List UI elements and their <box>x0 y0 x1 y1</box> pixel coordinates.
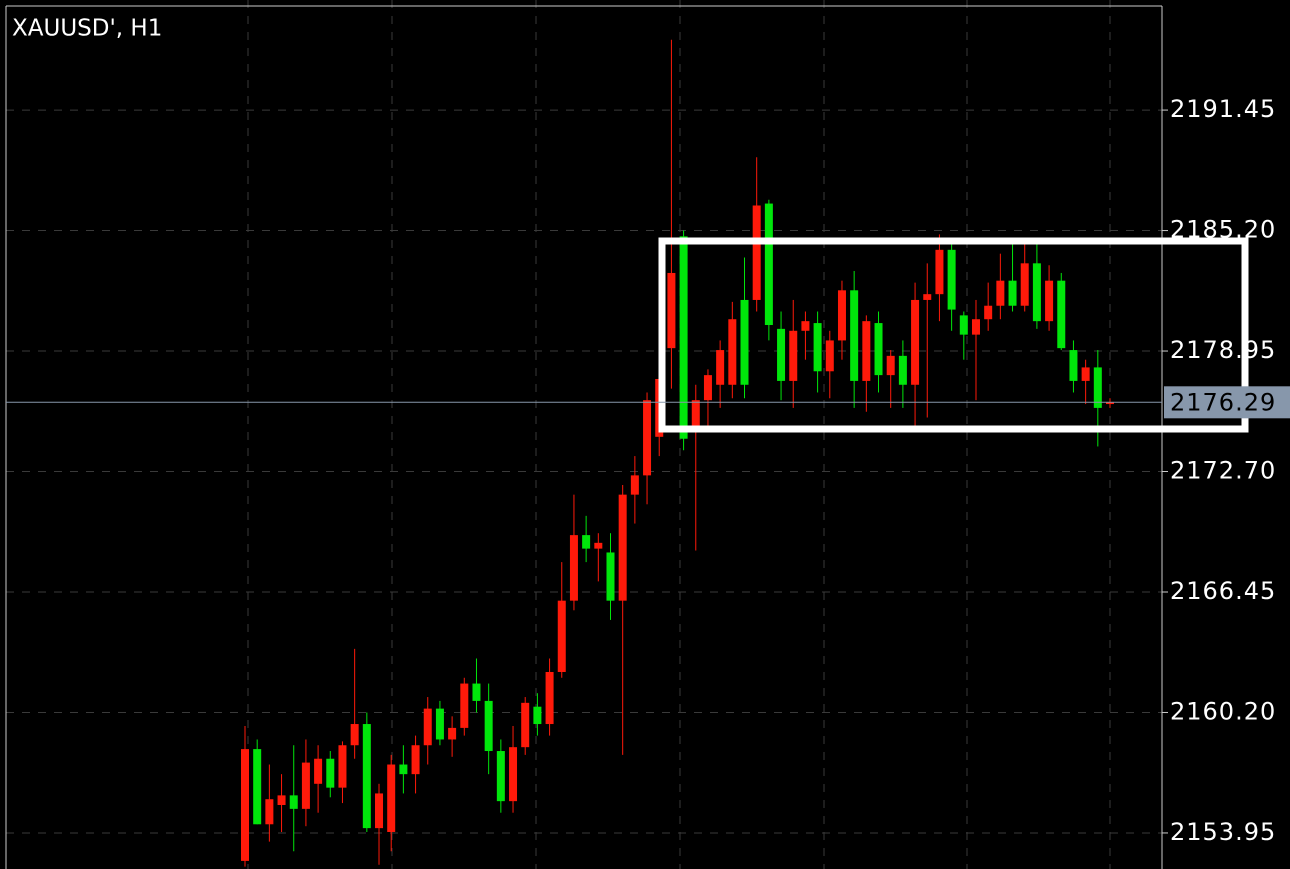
candle-body <box>521 702 530 748</box>
candle-body <box>643 400 652 476</box>
candle-body <box>435 708 444 740</box>
candle-body <box>923 294 932 300</box>
chart-title: XAUUSD', H1 <box>12 16 162 42</box>
candle-body <box>1093 367 1102 408</box>
candle-body <box>350 724 359 746</box>
candle-body <box>301 762 310 809</box>
candle-body <box>691 400 700 430</box>
candle-body <box>241 749 249 861</box>
candle-body <box>253 749 262 825</box>
candle-body <box>289 795 298 809</box>
candle-body <box>472 683 481 701</box>
candle-body <box>996 280 1005 306</box>
candle-body <box>375 793 384 829</box>
candle-body <box>314 758 323 784</box>
y-tick-label: 2178.95 <box>1170 336 1276 364</box>
candle-body <box>813 323 822 372</box>
candle-body <box>764 203 773 326</box>
candle-body <box>1069 350 1078 381</box>
candle-body <box>667 272 676 349</box>
candle-body <box>862 321 871 381</box>
candle-body <box>533 706 542 725</box>
candle-body <box>703 375 712 401</box>
candle-body <box>752 205 761 300</box>
y-tick-label: 2160.20 <box>1170 697 1276 725</box>
y-tick-label: 2185.20 <box>1170 216 1276 244</box>
candle-body <box>387 764 396 832</box>
candle-body <box>984 305 993 320</box>
candle-body <box>338 745 347 788</box>
y-tick-label: 2191.45 <box>1170 95 1276 123</box>
candle-body <box>728 319 737 385</box>
highlight-box <box>658 237 1249 433</box>
candle-body <box>911 299 920 385</box>
candle-body <box>399 764 408 775</box>
candle-body <box>947 249 956 310</box>
y-tick-label: 2166.45 <box>1170 577 1276 605</box>
candle-body <box>1057 280 1066 349</box>
y-tick-label: 2153.95 <box>1170 818 1276 846</box>
candle-body <box>362 724 371 829</box>
vertical-grid <box>247 0 1111 869</box>
candle-body <box>423 708 432 746</box>
y-tick-label: 2172.70 <box>1170 457 1276 485</box>
candle-body <box>886 355 895 376</box>
candle-body <box>825 340 834 372</box>
candle-body <box>484 700 493 752</box>
candle-body <box>277 795 286 806</box>
candle-body <box>569 535 578 601</box>
candle-body <box>837 290 846 341</box>
current-price-label: 2176.29 <box>1170 388 1276 416</box>
candle-body <box>606 552 615 601</box>
candle-body <box>460 683 469 728</box>
candle-body <box>630 475 639 495</box>
candle-body <box>582 535 591 549</box>
candle-body <box>326 758 335 788</box>
price-label-bg <box>1164 386 1290 419</box>
candle-body <box>898 355 907 385</box>
candle-body <box>935 249 944 295</box>
candle-body <box>801 321 810 331</box>
candle-body <box>1106 402 1114 405</box>
candle-body <box>874 323 883 376</box>
candle-body <box>411 745 420 775</box>
candle-body <box>716 350 725 385</box>
candle-body <box>557 600 566 672</box>
candle-body <box>496 751 505 802</box>
candle-body <box>959 315 968 335</box>
candle-body <box>1032 263 1041 322</box>
candle-body <box>679 236 688 439</box>
candle-body <box>850 290 859 381</box>
candle-body <box>618 494 627 601</box>
candle-body <box>1045 280 1054 322</box>
candle-body <box>740 299 749 385</box>
plot <box>6 39 1162 867</box>
candle-body <box>971 319 980 335</box>
candle-body <box>1008 280 1017 306</box>
candle-body <box>594 542 603 549</box>
candle-body <box>265 799 274 825</box>
candle-body <box>509 747 518 802</box>
candle-body <box>777 328 786 381</box>
candle-body <box>789 330 798 381</box>
candle-body <box>545 671 554 725</box>
candle-body <box>448 727 457 740</box>
candle-body <box>1020 263 1029 306</box>
candle-body <box>1081 367 1090 381</box>
